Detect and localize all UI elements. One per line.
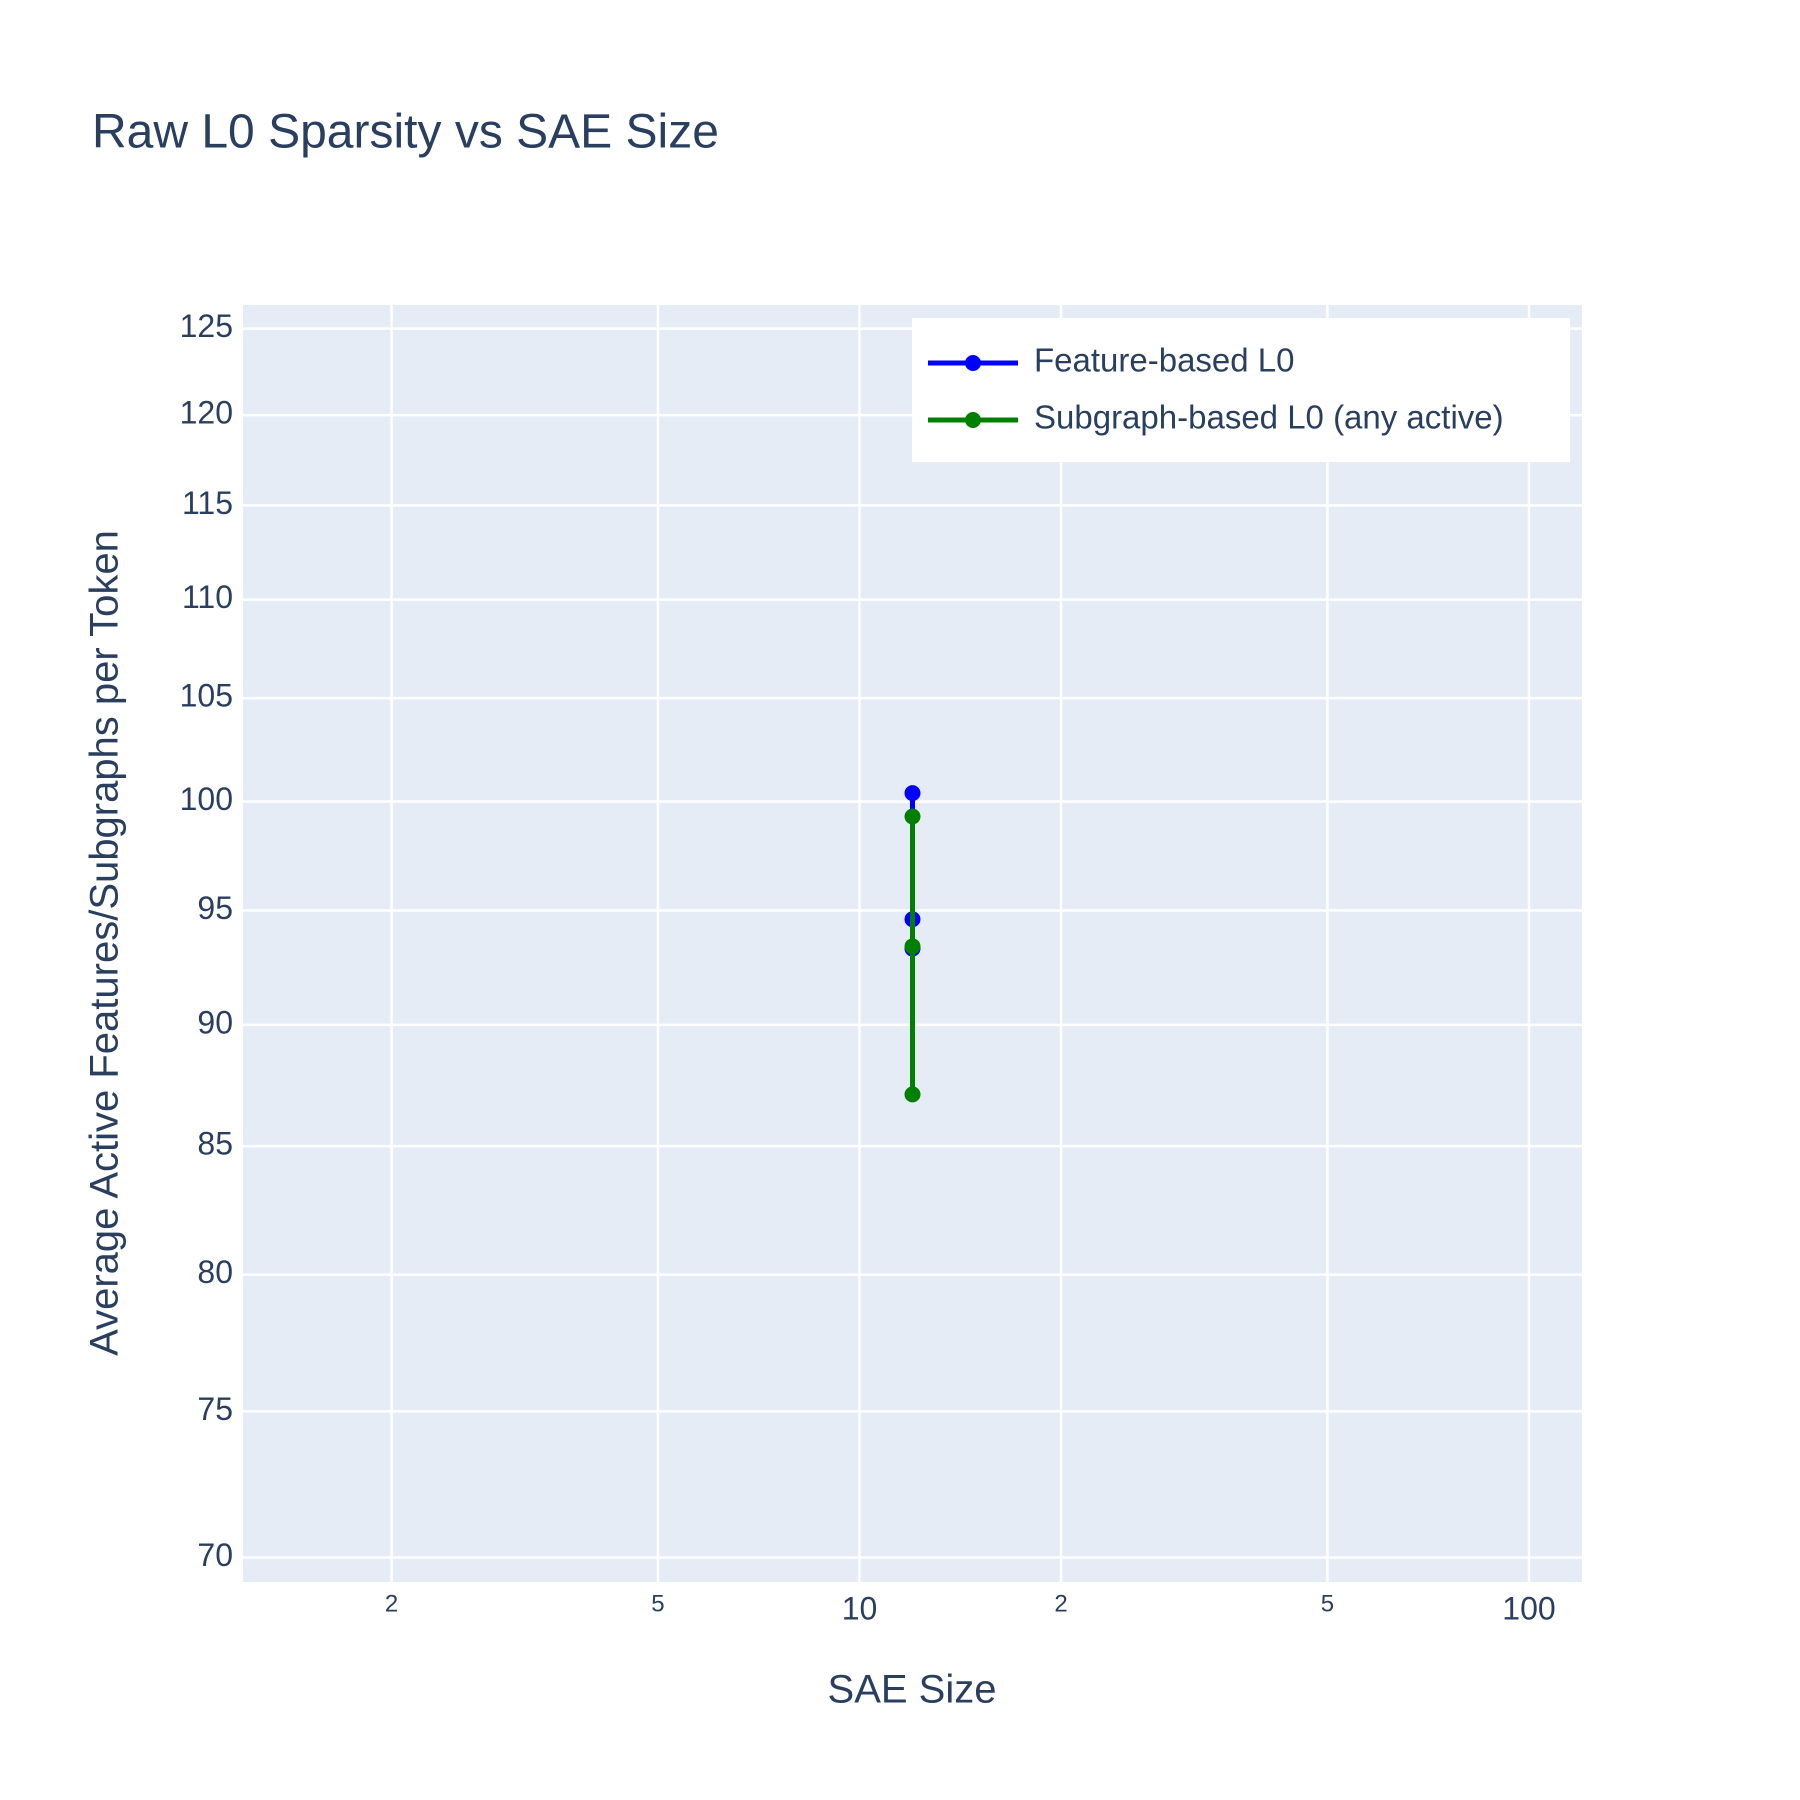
y-tick-label: 120 bbox=[180, 395, 233, 431]
legend-box bbox=[912, 318, 1570, 462]
y-axis-title: Average Active Features/Subgraphs per To… bbox=[83, 530, 127, 1356]
point bbox=[904, 785, 921, 802]
y-tick-label: 75 bbox=[197, 1391, 233, 1427]
legend-marker bbox=[965, 355, 981, 371]
x-tick-label: 2 bbox=[385, 1590, 398, 1617]
y-tick-label: 105 bbox=[180, 678, 233, 714]
legend-label: Feature-based L0 bbox=[1034, 342, 1295, 379]
x-tick-label: 5 bbox=[651, 1590, 664, 1617]
y-tick-label: 115 bbox=[182, 485, 233, 521]
x-tick-label: 100 bbox=[1502, 1590, 1555, 1626]
x-tick-label: 2 bbox=[1054, 1590, 1067, 1617]
chart-title: Raw L0 Sparsity vs SAE Size bbox=[92, 106, 719, 159]
point bbox=[904, 1086, 921, 1103]
point bbox=[904, 938, 921, 955]
y-tick-label: 80 bbox=[197, 1254, 233, 1290]
marks bbox=[904, 785, 921, 1103]
point bbox=[904, 808, 921, 825]
y-tick-label: 125 bbox=[180, 308, 233, 344]
legend-marker bbox=[965, 412, 981, 428]
legend: Feature-based L0 Subgraph-based L0 (any a… bbox=[912, 318, 1570, 462]
x-axis-title: SAE Size bbox=[828, 1668, 997, 1712]
y-tick-label: 90 bbox=[197, 1004, 233, 1040]
y-tick-label: 85 bbox=[197, 1126, 233, 1162]
y-tick-label: 110 bbox=[182, 579, 233, 615]
legend-label: Subgraph-based L0 (any active) bbox=[1034, 399, 1504, 436]
y-tick-label: 70 bbox=[197, 1537, 233, 1573]
y-tick-label: 100 bbox=[180, 781, 233, 817]
y-tick-label: 95 bbox=[197, 890, 233, 926]
x-tick-label: 5 bbox=[1321, 1590, 1334, 1617]
x-tick-label: 10 bbox=[842, 1590, 878, 1626]
